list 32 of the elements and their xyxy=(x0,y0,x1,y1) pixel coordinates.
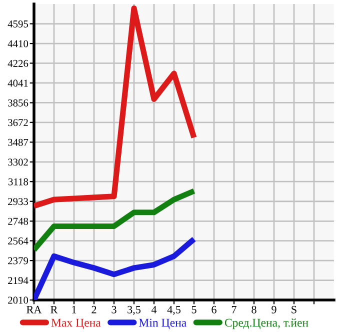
y-tick-label: 4595 xyxy=(8,20,28,28)
x-tick-label: 8 xyxy=(252,306,256,314)
y-tick-label: 2933 xyxy=(8,198,28,206)
x-tick-label: RA xyxy=(26,306,42,314)
x-tick-label: 7 xyxy=(232,306,236,314)
y-tick-label: 2010 xyxy=(8,296,28,304)
y-tick-label: 4041 xyxy=(8,80,28,87)
y-tick-label: 4410 xyxy=(8,40,28,48)
x-tick-label: 3 xyxy=(112,306,116,314)
y-tick-label: 2748 xyxy=(8,218,28,225)
legend-label: Max Цена xyxy=(51,318,101,330)
x-tick-label: 9 xyxy=(272,306,276,314)
x-tick-label: S xyxy=(292,306,296,314)
y-tick-label: 3302 xyxy=(8,158,28,166)
y-tick-label: 3118 xyxy=(8,178,28,186)
y-tick-label: 2379 xyxy=(8,257,28,264)
x-tick-label: 6 xyxy=(212,306,216,314)
y-tick-label: 2564 xyxy=(8,238,28,245)
x-tick-label: 2 xyxy=(92,306,96,314)
y-tick-label: 4226 xyxy=(8,60,28,67)
x-tick-label: 1 xyxy=(72,306,76,314)
x-tick-label: 4 xyxy=(151,306,157,314)
x-tick-label: 3,5 xyxy=(128,306,141,315)
y-tick-label: 3487 xyxy=(8,138,28,146)
y-tick-label: 3856 xyxy=(8,99,28,106)
legend-label: Сред.Цена, т.йен xyxy=(224,318,308,330)
y-tick-label: 3672 xyxy=(8,119,28,126)
y-tick-label: 2194 xyxy=(8,277,28,284)
x-tick-label: 5 xyxy=(192,306,196,314)
x-tick-label: R xyxy=(50,306,58,314)
legend-label: Min Цена xyxy=(139,318,186,330)
x-tick-label: 4,5 xyxy=(167,306,181,315)
